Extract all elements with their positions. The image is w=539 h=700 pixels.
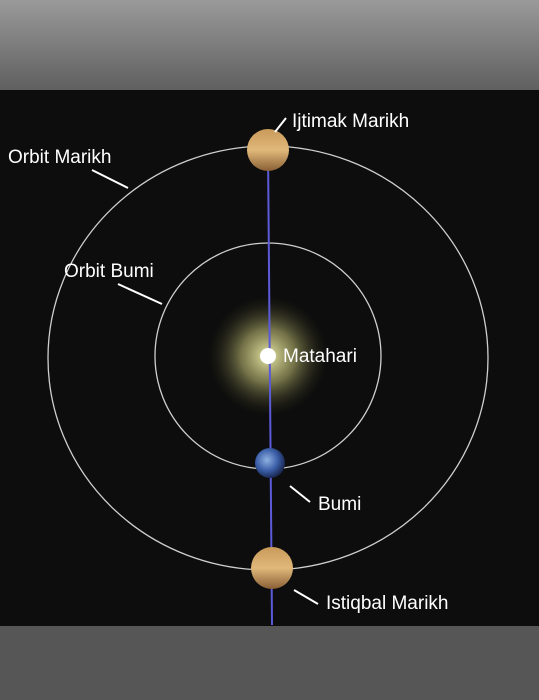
diagram: Ijtimak Marikh Orbit Marikh Orbit Bumi M… (0, 0, 539, 700)
bottom-band (0, 626, 539, 700)
label: Ijtimak Marikh (292, 111, 409, 132)
mars-opposition (251, 547, 293, 589)
label: Matahari (283, 346, 357, 367)
label: Orbit Marikh (8, 147, 111, 168)
label: Istiqbal Marikh (326, 593, 449, 614)
top-band (0, 0, 539, 92)
label: Orbit Bumi (64, 261, 154, 282)
sun (260, 348, 276, 364)
label: Bumi (318, 494, 361, 515)
mars-conjunction (247, 129, 289, 171)
page: {"nodes": [ {"label": "Ijtimak Marikh"},… (0, 0, 539, 700)
earth (255, 448, 285, 478)
